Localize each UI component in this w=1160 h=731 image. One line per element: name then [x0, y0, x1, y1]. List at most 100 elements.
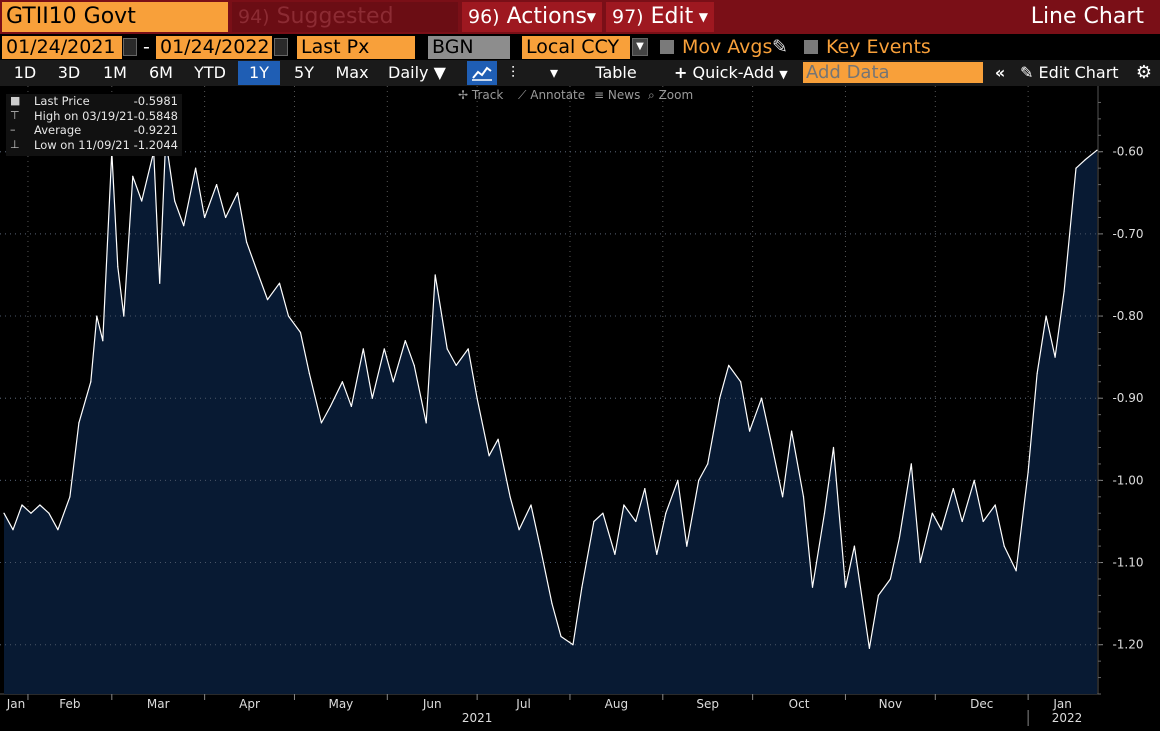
pencil-icon[interactable]: ✎: [772, 36, 788, 58]
data-point: [392, 381, 394, 383]
news-tool[interactable]: ≡ News: [594, 88, 640, 102]
data-point: [3, 512, 5, 514]
track-label: Track: [471, 88, 504, 102]
y-tick-label: -0.70: [1112, 227, 1143, 241]
end-calendar-icon[interactable]: [274, 38, 288, 56]
zoom-tool[interactable]: ⌕ Zoom: [648, 88, 693, 102]
track-tool[interactable]: ✢ Track: [458, 88, 503, 102]
data-point: [404, 340, 406, 342]
data-point: [656, 553, 658, 555]
collapse-icon[interactable]: «: [994, 63, 1006, 82]
currency-select[interactable]: Local CCY: [522, 36, 630, 59]
data-point: [78, 422, 80, 424]
data-point: [1054, 356, 1056, 358]
data-point: [581, 586, 583, 588]
legend-high: ⊤ High on 03/19/21 -0.5848: [6, 109, 182, 124]
data-point: [132, 175, 134, 177]
edit-chart-button[interactable]: ✎ Edit Chart: [1016, 61, 1128, 85]
data-point: [96, 315, 98, 317]
data-point: [341, 381, 343, 383]
data-point: [383, 348, 385, 350]
data-point: [781, 496, 784, 498]
range-max[interactable]: Max: [335, 63, 369, 82]
data-point: [572, 644, 574, 646]
legend-value: -1.2044: [133, 137, 178, 152]
data-point: [961, 520, 963, 523]
range-5y[interactable]: 5Y: [294, 63, 314, 82]
range-ytd[interactable]: YTD: [194, 63, 226, 82]
actions-button[interactable]: 96) Actions ▼: [462, 2, 602, 32]
y-tick-label: -1.20: [1112, 638, 1143, 652]
range-1d[interactable]: 1D: [13, 63, 37, 82]
data-point: [102, 340, 104, 342]
data-point: [434, 274, 436, 276]
range-6m[interactable]: 6M: [149, 63, 173, 82]
data-point: [236, 192, 239, 194]
range-3d[interactable]: 3D: [57, 63, 81, 82]
end-date-field[interactable]: 01/24/2022: [156, 36, 272, 59]
source-field[interactable]: BGN: [428, 36, 510, 59]
y-tick-label: -0.60: [1112, 145, 1143, 159]
legend-label: Low on 11/09/21: [34, 137, 130, 152]
price-chart[interactable]: -0.60 -0.70 -0.80 -0.90 -1.00 -1.10 -1.20 Jan Fe…: [0, 86, 1160, 731]
range-1m[interactable]: 1M: [103, 63, 127, 82]
actions-number: 96): [468, 6, 500, 28]
bar-chart-icon[interactable]: ⫶: [510, 63, 515, 82]
data-point: [1075, 167, 1077, 169]
table-button[interactable]: Table: [595, 63, 637, 82]
news-label: News: [607, 88, 641, 102]
data-point: [790, 430, 793, 432]
data-point: [769, 438, 772, 440]
data-point: [446, 348, 448, 350]
y-tick-label: -0.90: [1112, 391, 1143, 405]
data-point: [413, 364, 415, 366]
key-events-checkbox[interactable]: [804, 40, 818, 54]
data-point: [12, 529, 14, 531]
add-data-input[interactable]: [803, 62, 983, 83]
suggested-charts-button[interactable]: 94) Suggested Charts: [232, 2, 458, 59]
data-point: [811, 586, 814, 588]
line-chart-icon[interactable]: [467, 61, 497, 85]
quick-add-button[interactable]: + Quick-Add ▼: [668, 61, 792, 85]
ticker-field[interactable]: GTII10 Govt: [2, 2, 228, 32]
data-point: [48, 512, 50, 514]
news-icon: ≡: [594, 88, 605, 102]
data-point: [728, 364, 730, 366]
currency-dropdown-icon[interactable]: ▼: [632, 38, 648, 56]
start-date-field[interactable]: 01/24/2021: [2, 36, 122, 59]
data-point: [1063, 290, 1065, 293]
mov-avgs-checkbox[interactable]: [660, 40, 674, 54]
start-calendar-icon[interactable]: [123, 38, 137, 56]
mov-avgs-label: Mov Avgs: [682, 36, 773, 58]
edit-button[interactable]: 97) Edit ▼: [606, 2, 714, 32]
data-point: [677, 479, 679, 481]
data-point: [467, 348, 469, 350]
frequency-label: Daily: [388, 63, 429, 82]
x-tick-label: Jan: [6, 697, 26, 711]
quick-add-dropdown-icon: ▼: [779, 68, 788, 81]
y-tick-label: -0.80: [1112, 309, 1143, 323]
annotate-tool[interactable]: ⟋ Annotate: [518, 88, 585, 102]
data-point: [940, 529, 942, 531]
data-point: [455, 364, 457, 366]
x-tick-label: Feb: [59, 697, 80, 711]
data-point: [1084, 159, 1086, 161]
year-label: 2021: [462, 711, 493, 725]
data-point: [919, 561, 921, 564]
data-point: [832, 446, 835, 449]
data-point: [245, 241, 248, 243]
frequency-select[interactable]: Daily ▼: [382, 61, 456, 85]
high-marker-icon: ⊤: [10, 108, 20, 122]
data-point: [719, 397, 721, 399]
legend-value: -0.9221: [133, 123, 178, 137]
data-point: [278, 282, 281, 284]
data-point: [488, 455, 490, 457]
range-1y[interactable]: 1Y: [238, 61, 280, 85]
data-point: [183, 225, 185, 227]
data-point: [1096, 149, 1098, 151]
data-point: [257, 274, 260, 276]
gear-icon[interactable]: ⚙: [1135, 62, 1153, 83]
price-field-select[interactable]: Last Px: [297, 36, 415, 59]
chart-type-dropdown-icon[interactable]: ▾: [549, 63, 559, 82]
data-point: [952, 487, 954, 490]
